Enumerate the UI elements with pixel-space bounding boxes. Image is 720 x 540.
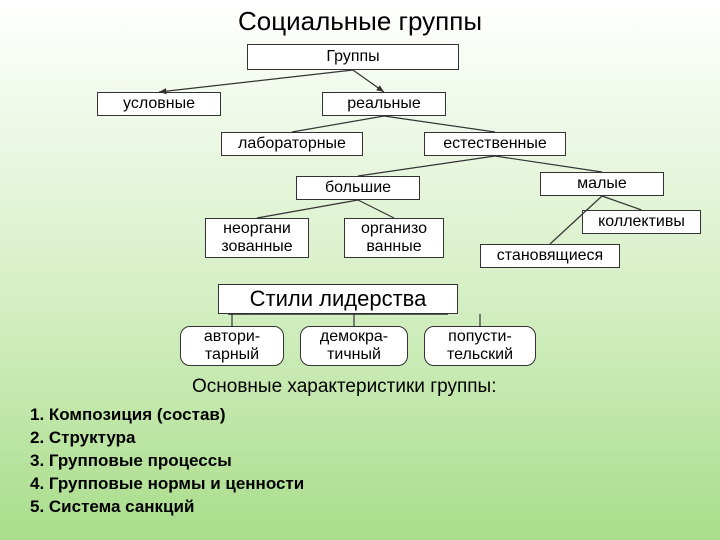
node-label: лабораторные xyxy=(238,135,346,153)
node-label: демокра- тичный xyxy=(305,328,403,363)
node-natural: естественные xyxy=(424,132,566,156)
list-item: 4. Групповые нормы и ценности xyxy=(30,473,304,496)
node-label: попусти- тельский xyxy=(429,328,531,363)
node-label: автори- тарный xyxy=(185,328,279,363)
node-label: неоргани зованные xyxy=(210,220,304,255)
node-real: реальные xyxy=(322,92,446,116)
node-label: естественные xyxy=(443,135,547,153)
node-label: малые xyxy=(577,175,627,193)
node-lab: лабораторные xyxy=(221,132,363,156)
node-becoming: становящиеся xyxy=(480,244,620,268)
node-label: реальные xyxy=(347,95,421,113)
style-demo: демокра- тичный xyxy=(300,326,408,366)
node-organized: организо ванные xyxy=(344,218,444,258)
node-groups: Группы xyxy=(247,44,459,70)
style-auth: автори- тарный xyxy=(180,326,284,366)
list-item: 5. Система санкций xyxy=(30,496,304,519)
style-perm: попусти- тельский xyxy=(424,326,536,366)
node-conditional: условные xyxy=(97,92,221,116)
node-label: условные xyxy=(123,95,195,113)
section2-title-box: Стили лидерства xyxy=(218,284,458,314)
list-item: 3. Групповые процессы xyxy=(30,450,304,473)
node-label: коллективы xyxy=(598,213,685,231)
node-small: малые xyxy=(540,172,664,196)
page-title: Социальные группы xyxy=(0,0,720,37)
characteristics-list: 1. Композиция (состав)2. Структура3. Гру… xyxy=(30,404,304,519)
section3-title: Основные характеристики группы: xyxy=(192,376,497,398)
node-label: Группы xyxy=(326,48,379,66)
list-item: 2. Структура xyxy=(30,427,304,450)
list-item: 1. Композиция (состав) xyxy=(30,404,304,427)
node-big: большие xyxy=(296,176,420,200)
node-label: становящиеся xyxy=(497,247,603,265)
section2-title: Стили лидерства xyxy=(250,287,427,311)
node-label: большие xyxy=(325,179,391,197)
node-unorganized: неоргани зованные xyxy=(205,218,309,258)
node-collectives: коллективы xyxy=(582,210,701,234)
node-label: организо ванные xyxy=(349,220,439,255)
